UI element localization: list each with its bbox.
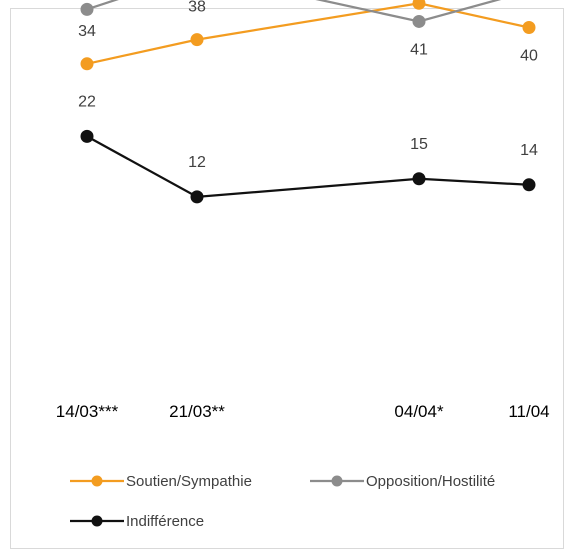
series-line-soutien-sympathie <box>86 2 530 65</box>
series-line-opposition-hostilit <box>86 0 502 23</box>
legend-item-opposition-hostilit: Opposition/Hostilité <box>310 473 495 490</box>
data-label-opposition-hostilit-3: 41 <box>410 41 428 58</box>
legend-item-soutien-sympathie: Soutien/Sympathie <box>70 473 252 490</box>
data-label-layer: 343844404349414622121514 <box>78 0 538 171</box>
data-label-indiff-rence-2: 12 <box>188 154 206 171</box>
data-label-indiff-rence-3: 15 <box>410 136 428 153</box>
data-label-soutien-sympathie-2: 38 <box>188 0 206 16</box>
legend-marker-soutien-sympathie <box>91 475 103 487</box>
data-label-soutien-sympathie-4: 40 <box>520 48 538 65</box>
data-point-soutien-sympathie-2 <box>190 33 204 47</box>
chart-border <box>10 8 564 549</box>
data-point-indiff-rence-3 <box>412 172 426 186</box>
legend-marker-opposition-hostilit <box>331 475 343 487</box>
legend-label-indiff-rence: Indifférence <box>126 513 204 530</box>
series-line-indiff-rence <box>86 135 530 199</box>
legend-label-opposition-hostilit: Opposition/Hostilité <box>366 473 495 490</box>
x-axis-ticks: 14/03*** 21/03** 04/04* 11/04 <box>56 402 550 421</box>
data-point-soutien-sympathie-1 <box>80 57 94 71</box>
x-tick-label-3: 04/04* <box>394 402 444 421</box>
data-point-soutien-sympathie-4 <box>522 21 536 34</box>
series-layer <box>80 0 536 204</box>
x-tick-label-4: 11/04 <box>508 402 549 421</box>
data-point-indiff-rence-2 <box>190 190 204 204</box>
data-label-indiff-rence-1: 22 <box>78 93 96 110</box>
data-point-indiff-rence-4 <box>522 178 536 192</box>
legend: Soutien/Sympathie Opposition/Hostilité Ind… <box>70 473 495 530</box>
data-point-opposition-hostilit-1 <box>80 2 94 16</box>
data-label-soutien-sympathie-1: 34 <box>78 23 96 40</box>
x-tick-label-2: 21/03** <box>169 402 225 421</box>
legend-label-soutien-sympathie: Soutien/Sympathie <box>126 473 252 490</box>
data-point-indiff-rence-1 <box>80 129 94 143</box>
data-label-indiff-rence-4: 14 <box>520 142 538 159</box>
x-tick-label-1: 14/03*** <box>56 402 119 421</box>
data-point-soutien-sympathie-3 <box>412 0 426 10</box>
legend-item-indiff-rence: Indifférence <box>70 513 204 530</box>
data-point-opposition-hostilit-3 <box>412 14 426 28</box>
legend-marker-indiff-rence <box>91 515 103 527</box>
